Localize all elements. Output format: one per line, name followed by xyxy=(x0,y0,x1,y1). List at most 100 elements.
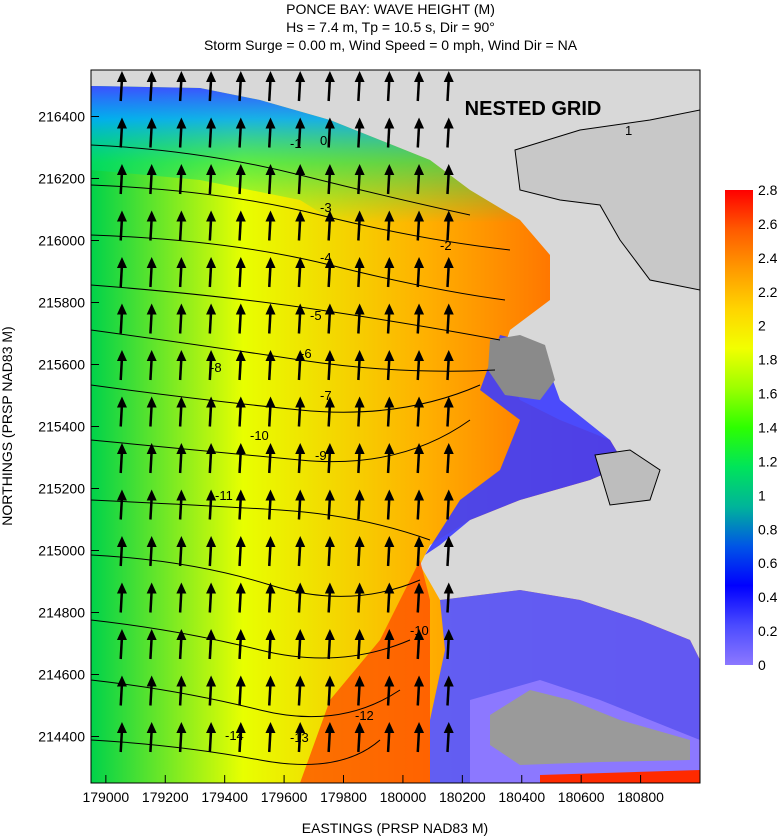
direction-arrow xyxy=(327,264,332,288)
direction-arrow xyxy=(357,125,361,148)
direction-arrow-head xyxy=(235,71,246,82)
direction-arrow xyxy=(178,543,183,567)
colorbar-tick-label: 2.2 xyxy=(758,284,778,300)
direction-arrow xyxy=(149,729,153,753)
y-tick-label: 214400 xyxy=(38,729,85,745)
direction-arrow xyxy=(178,450,183,474)
wave-field xyxy=(91,86,700,783)
direction-arrow-head xyxy=(265,117,276,129)
land-islet xyxy=(594,449,661,506)
direction-arrow-head xyxy=(295,164,306,175)
colorbar-tick-label: 0.8 xyxy=(758,521,778,537)
direction-arrow-head xyxy=(176,117,187,129)
direction-arrow-head xyxy=(324,582,335,594)
direction-arrow xyxy=(208,78,213,102)
chart-title: PONCE BAY: WAVE HEIGHT (M) xyxy=(286,1,495,17)
direction-arrow-head xyxy=(235,117,246,129)
direction-arrow-head xyxy=(176,210,187,222)
direction-arrow xyxy=(238,450,243,474)
direction-arrow xyxy=(149,125,153,148)
direction-arrow xyxy=(208,264,213,288)
direction-arrow xyxy=(238,171,243,195)
x-tick-label: 180400 xyxy=(498,789,545,805)
direction-arrow xyxy=(416,729,421,753)
direction-arrow xyxy=(178,171,183,195)
direction-arrow-head xyxy=(414,489,425,501)
direction-arrow xyxy=(208,543,213,567)
direction-arrow-head xyxy=(206,536,217,547)
x-tick-label: 179400 xyxy=(201,789,248,805)
chart-subtitle-2: Storm Surge = 0.00 m, Wind Speed = 0 mph… xyxy=(203,37,578,53)
colorbar-gradient xyxy=(725,190,753,665)
direction-arrow xyxy=(446,683,450,706)
direction-arrow-head xyxy=(384,71,395,82)
direction-arrow xyxy=(238,311,243,334)
north-shoal-band xyxy=(91,86,550,360)
direction-arrow-head xyxy=(324,257,335,268)
direction-arrow-head xyxy=(414,396,425,408)
direction-arrow-head xyxy=(206,350,217,361)
direction-arrow-head xyxy=(146,303,157,315)
direction-arrow xyxy=(238,543,243,567)
direction-arrow xyxy=(238,729,243,753)
colorbar-ticks: 2.8 2.6 2.4 2.2 2 1.8 1.6 1.4 1.2 1 0.8 0.6 0.4 0.2 0 xyxy=(758,182,778,673)
contour-label: -5 xyxy=(310,308,322,323)
direction-arrow xyxy=(267,125,272,148)
direction-arrow xyxy=(178,497,183,520)
direction-arrow xyxy=(208,590,213,613)
direction-arrow xyxy=(446,78,450,102)
direction-arrow xyxy=(119,264,124,288)
direction-arrow xyxy=(386,450,391,474)
direction-arrow xyxy=(208,357,213,381)
south-edge-red xyxy=(540,770,700,783)
direction-arrow-head xyxy=(116,582,127,594)
direction-arrow xyxy=(446,171,450,195)
direction-arrow xyxy=(357,404,361,427)
contour-label: -12 xyxy=(355,708,374,723)
contour-label: -6 xyxy=(300,346,312,361)
direction-arrow-head xyxy=(384,722,395,733)
y-axis-ticks: 216400 216200 216000 215800 215600 215400 2152… xyxy=(38,109,99,745)
direction-arrow xyxy=(238,404,243,427)
direction-arrow-head xyxy=(146,257,157,268)
direction-arrow-head xyxy=(295,443,306,454)
direction-arrow-head xyxy=(443,71,454,82)
direction-arrow xyxy=(178,683,183,706)
x-tick-label: 179600 xyxy=(261,789,308,805)
direction-arrow xyxy=(416,590,421,613)
direction-arrow-head xyxy=(295,71,306,82)
direction-arrow-head xyxy=(354,582,365,594)
contour-label: 0 xyxy=(320,133,327,148)
direction-arrow-head xyxy=(176,722,187,733)
direction-arrow-head xyxy=(414,164,425,175)
colorbar-tick-label: 2.8 xyxy=(758,182,778,198)
wave-direction-arrows xyxy=(116,71,454,753)
direction-arrow xyxy=(238,218,243,241)
x-tick-label: 179800 xyxy=(320,789,367,805)
direction-arrow xyxy=(119,450,124,474)
direction-arrow-head xyxy=(354,629,365,640)
direction-arrow-head xyxy=(146,722,157,733)
direction-arrow-head xyxy=(146,71,157,82)
direction-arrow xyxy=(357,729,361,753)
y-tick-label: 214800 xyxy=(38,605,85,621)
direction-arrow xyxy=(208,683,213,706)
direction-arrow-head xyxy=(116,396,127,408)
direction-arrow xyxy=(297,218,302,241)
direction-arrow-head xyxy=(265,164,276,175)
direction-arrow xyxy=(446,497,450,520)
direction-arrow-head xyxy=(146,443,157,454)
direction-arrow-head xyxy=(324,675,335,687)
direction-arrow xyxy=(416,78,421,102)
direction-arrow-head xyxy=(265,536,276,547)
direction-arrow-head xyxy=(324,117,335,129)
direction-arrow xyxy=(238,590,243,613)
colorbar-tick-label: 0.6 xyxy=(758,555,778,571)
direction-arrow-head xyxy=(384,443,395,454)
direction-arrow xyxy=(267,683,272,706)
direction-arrow-head xyxy=(206,117,217,129)
direction-arrow xyxy=(416,543,421,567)
direction-arrow-head xyxy=(354,303,365,315)
direction-arrow xyxy=(119,543,124,567)
direction-arrow xyxy=(386,218,391,241)
